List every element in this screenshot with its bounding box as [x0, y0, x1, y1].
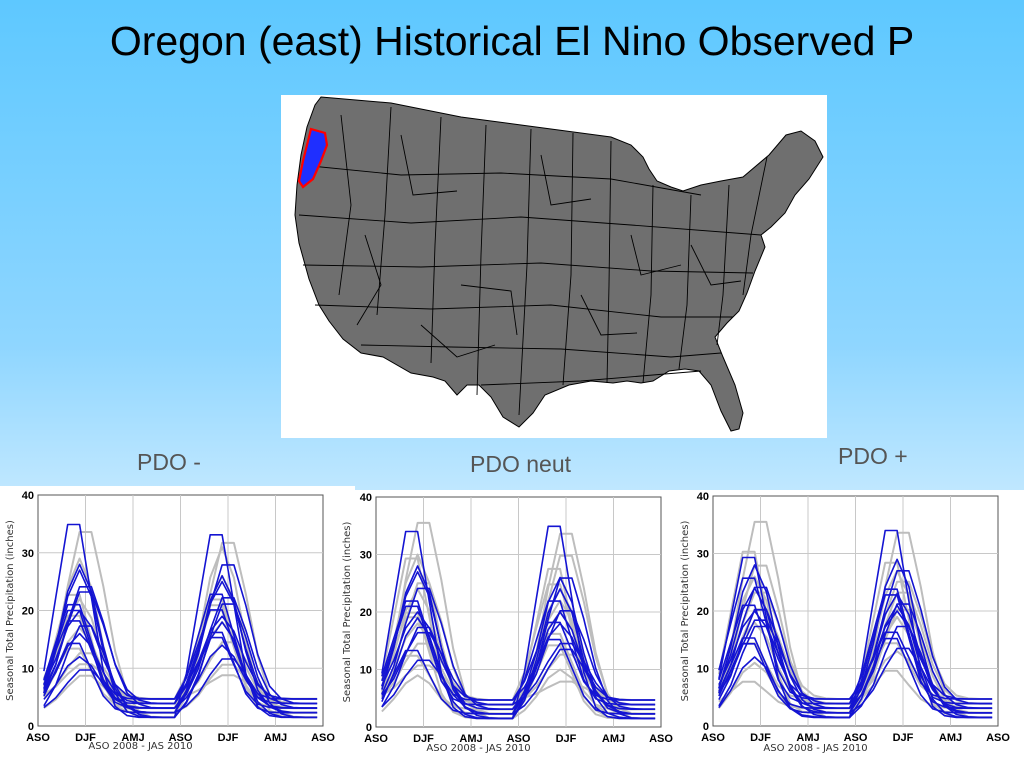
x-tick-label: AMJ [264, 732, 287, 744]
y-tick-label: 40 [360, 492, 372, 504]
x-axis-title: ASO 2008 - JAS 2010 [88, 741, 192, 752]
slide-title: Oregon (east) Historical El Nino Observe… [109, 18, 915, 64]
highlight-series-line [718, 587, 993, 709]
y-axis-title: Seasonal Total Precipitation (inches) [342, 522, 353, 703]
x-tick-label: DJF [556, 733, 577, 745]
x-axis-title: ASO 2008 - JAS 2010 [763, 743, 867, 754]
division-border-line [356, 234, 382, 326]
panel-label-pdo-neutral: PDO neut [470, 451, 571, 477]
highlight-series-line [381, 648, 656, 715]
y-tick-label: 0 [703, 721, 709, 733]
y-tick-label: 30 [360, 550, 372, 562]
division-border-line [580, 294, 638, 336]
climate-division-borders [298, 106, 768, 416]
chart-panel-pdo-negative: 0 10 20 30 40 ASO DJF AMJ ASO DJF AMJ ASO Seasonal T… [0, 486, 355, 768]
x-tick-label: ASO [311, 732, 335, 744]
x-tick-label: DJF [750, 732, 771, 744]
division-border-line [642, 184, 654, 384]
division-border-line [360, 344, 722, 358]
highlight-series-line [43, 580, 318, 705]
highlight-series-line [718, 609, 993, 714]
x-axis-title: ASO 2008 - JAS 2010 [426, 743, 530, 754]
division-border-line [540, 154, 592, 206]
chart-panel-pdo-neutral: 0 10 20 30 40 ASO DJF AMJ ASO DJF AMJ ASO Seasonal T… [340, 490, 686, 768]
x-tick-label: DJF [413, 733, 434, 745]
division-border-line [480, 370, 702, 386]
x-tick-label: AMJ [459, 733, 482, 745]
x-tick-label: ASO [844, 732, 868, 744]
division-border-line [302, 262, 754, 274]
division-border-line [716, 184, 730, 346]
x-tick-label: AMJ [939, 732, 962, 744]
x-tick-label: AMJ [602, 733, 625, 745]
x-tick-label: AMJ [796, 732, 819, 744]
highlighted-division-oregon-east [297, 127, 329, 189]
y-tick-label: 10 [22, 663, 34, 675]
y-axis-title: Seasonal Total Precipitation (inches) [680, 521, 691, 702]
division-border-line [400, 134, 458, 196]
x-tick-label: ASO [364, 733, 388, 745]
y-tick-label: 10 [697, 664, 709, 676]
panel-label-pdo-positive: PDO + [838, 443, 908, 469]
division-border-line [460, 284, 518, 336]
division-border-line [300, 164, 702, 196]
y-tick-label: 10 [360, 665, 372, 677]
division-border-line [338, 114, 352, 296]
division-border-line [678, 194, 692, 370]
division-border-line [606, 140, 612, 384]
division-border-line [420, 324, 496, 358]
division-border-line [562, 132, 574, 386]
us-climate-division-map [281, 95, 827, 438]
y-tick-label: 30 [697, 549, 709, 561]
x-tick-label: DJF [75, 732, 96, 744]
precip-chart-pdo-negative: 0 10 20 30 40 ASO DJF AMJ ASO DJF AMJ ASO Seasonal T… [5, 490, 335, 752]
x-tick-label: ASO [507, 733, 531, 745]
y-tick-label: 20 [22, 606, 34, 618]
highlight-series-line [718, 577, 993, 700]
x-tick-label: ASO [169, 732, 193, 744]
highlight-series-line [43, 609, 318, 709]
highlight-series-line [718, 594, 993, 709]
x-tick-label: ASO [26, 732, 50, 744]
y-tick-label: 0 [366, 722, 372, 734]
us-map-graphic [294, 96, 824, 432]
x-tick-label: ASO [986, 732, 1010, 744]
highlight-series-line [43, 658, 318, 714]
highlight-series-line [381, 588, 656, 720]
y-tick-label: 40 [697, 491, 709, 503]
y-tick-label: 20 [360, 607, 372, 619]
x-tick-label: ASO [701, 732, 725, 744]
y-tick-label: 30 [22, 548, 34, 560]
y-tick-label: 40 [22, 490, 34, 502]
division-border-line [630, 234, 682, 276]
chart-panel-pdo-positive: 0 10 20 30 40 ASO DJF AMJ ASO DJF AMJ ASO Seasonal T… [677, 490, 1024, 768]
precip-chart-pdo-positive: 0 10 20 30 40 ASO DJF AMJ ASO DJF AMJ ASO Seasonal T… [680, 491, 1010, 754]
panel-label-pdo-negative: PDO - [137, 449, 201, 475]
division-border-line [430, 116, 442, 364]
division-border-line [314, 304, 733, 318]
x-tick-label: DJF [218, 732, 239, 744]
y-tick-label: 0 [28, 721, 34, 733]
division-border-line [298, 214, 762, 236]
division-border-line [690, 244, 742, 286]
y-axis-title: Seasonal Total Precipitation (inches) [5, 520, 16, 701]
y-tick-label: 20 [697, 606, 709, 618]
highlight-series-line [43, 593, 318, 705]
precip-chart-pdo-neutral: 0 10 20 30 40 ASO DJF AMJ ASO DJF AMJ ASO Seasonal T… [342, 492, 673, 754]
division-border-line [742, 156, 768, 296]
x-tick-label: AMJ [121, 732, 144, 744]
division-border-line [476, 124, 487, 396]
x-tick-label: DJF [893, 732, 914, 744]
x-tick-label: ASO [649, 733, 673, 745]
